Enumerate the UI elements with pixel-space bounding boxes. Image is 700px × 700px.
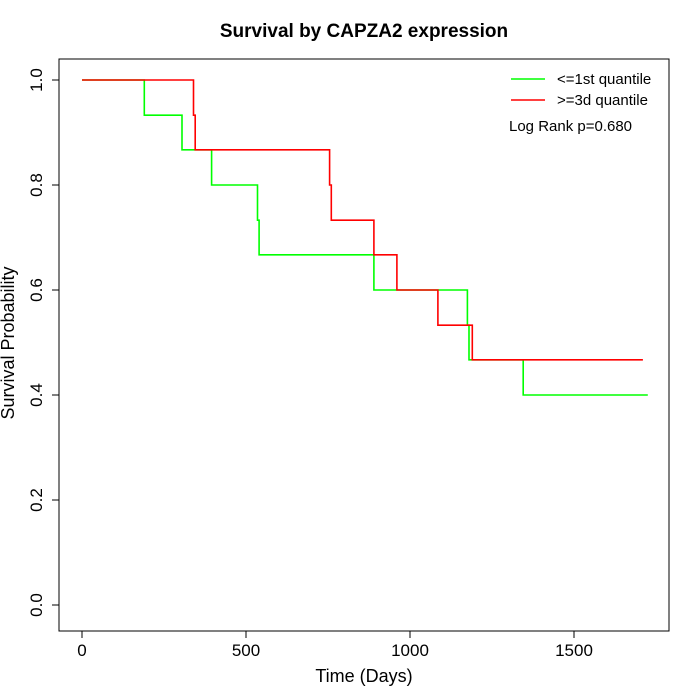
series-line-0 xyxy=(82,79,648,396)
plot-frame xyxy=(58,58,670,632)
x-tick-label: 0 xyxy=(77,641,86,660)
y-tick-label: 0.8 xyxy=(27,173,46,197)
x-tick-label: 1000 xyxy=(391,641,429,660)
y-tick-label: 0.2 xyxy=(27,488,46,512)
x-axis-label: Time (Days) xyxy=(315,666,412,686)
plot-area xyxy=(58,58,670,632)
x-tick-label: 500 xyxy=(232,641,260,660)
y-axis-label: Survival Probability xyxy=(0,266,18,419)
chart-title: Survival by CAPZA2 expression xyxy=(220,21,508,42)
log-rank-annotation: Log Rank p=0.680 xyxy=(509,118,632,135)
legend-label-low: <=1st quantile xyxy=(557,71,651,88)
series-lines xyxy=(82,79,648,396)
legend-label-high: >=3d quantile xyxy=(557,92,648,109)
y-tick-label: 1.0 xyxy=(27,68,46,92)
x-axis: 0 500 1000 1500 xyxy=(77,630,593,660)
legend: <=1st quantile >=3d quantile xyxy=(511,71,651,109)
series-line-1 xyxy=(82,79,643,361)
y-tick-label: 0.0 xyxy=(27,593,46,617)
y-tick-label: 0.6 xyxy=(27,278,46,302)
x-tick-label: 1500 xyxy=(555,641,593,660)
y-tick-label: 0.4 xyxy=(27,383,46,407)
y-axis: 0.0 0.2 0.4 0.6 0.8 1.0 xyxy=(27,68,60,617)
